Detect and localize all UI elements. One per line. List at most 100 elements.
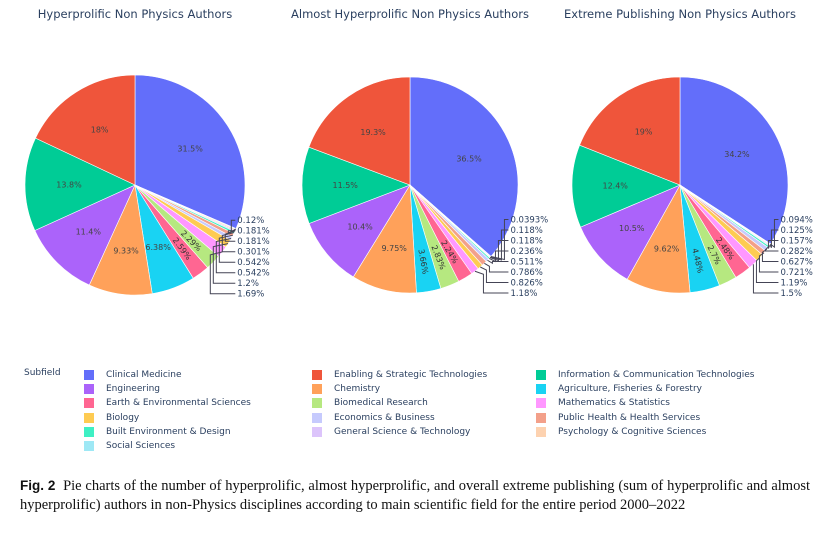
slice-label-outside: 0.236% xyxy=(510,247,542,257)
legend-swatch xyxy=(312,384,322,395)
slice-label: 9.75% xyxy=(381,244,407,253)
slice-label: 34.2% xyxy=(724,150,750,159)
pie-slice xyxy=(134,74,246,229)
leader-line xyxy=(218,234,236,263)
slice-label-outside: 0.826% xyxy=(510,279,542,289)
slice-label: 31.5% xyxy=(177,145,203,154)
slice-label-outside: 1.69% xyxy=(237,290,264,300)
slice-label: 6.38% xyxy=(145,243,171,252)
slice-label: 10.5% xyxy=(619,224,645,233)
legend-item[interactable]: Clinical Medicine xyxy=(84,368,182,382)
legend-item[interactable]: Social Sciences xyxy=(84,439,175,453)
legend-swatch xyxy=(84,398,94,409)
slice-label-outside: 0.157% xyxy=(780,237,812,247)
legend-item[interactable]: Information & Communication Technologies xyxy=(536,368,754,382)
pie-slice xyxy=(24,137,136,231)
pie-slice xyxy=(571,144,681,228)
leader-line xyxy=(490,229,509,261)
legend-label: Agriculture, Fisheries & Forestry xyxy=(558,384,702,395)
legend-label: Social Sciences xyxy=(106,441,176,451)
pie-slice xyxy=(34,184,136,286)
legend-item[interactable]: Enabling & Strategic Technologies xyxy=(312,368,487,382)
leader-line xyxy=(761,248,779,263)
leader-line xyxy=(770,219,779,249)
slice-label: 9.33% xyxy=(113,246,139,255)
legend-label: Built Environment & Design xyxy=(106,426,231,437)
leader-line xyxy=(490,219,509,261)
leader-line xyxy=(755,257,779,284)
chart-title: Extreme Publishing Non Physics Authors xyxy=(564,7,796,21)
slice-label-outside: 0.118% xyxy=(510,226,542,236)
slice-label-outside: 0.542% xyxy=(237,269,269,279)
pie-chart-2: Almost Hyperprolific Non Physics Authors… xyxy=(291,7,548,299)
pie-slice xyxy=(679,76,789,245)
legend-swatch xyxy=(84,441,94,451)
legend-item[interactable]: Biomedical Research xyxy=(312,396,428,410)
pie-slice xyxy=(35,74,136,186)
legend-label: Economics & Business xyxy=(334,412,435,423)
slice-label: 19% xyxy=(635,127,653,136)
slice-label-outside: 0.12% xyxy=(237,216,264,226)
legend-item[interactable]: Chemistry xyxy=(312,382,380,396)
legend-swatch xyxy=(84,412,94,423)
slice-label: 19.3% xyxy=(360,128,386,137)
legend-swatch xyxy=(84,370,94,380)
chart-title: Almost Hyperprolific Non Physics Authors xyxy=(291,7,529,21)
legend-label: Clinical Medicine xyxy=(106,370,182,380)
slice-label: 36.5% xyxy=(456,154,482,163)
legend-item[interactable]: Engineering xyxy=(84,382,160,396)
legend-label: Biology xyxy=(106,412,140,423)
legend-item[interactable]: Earth & Environmental Sciences xyxy=(84,396,251,410)
legend-label: Public Health & Health Services xyxy=(558,412,701,423)
legend-label: General Science & Technology xyxy=(334,426,471,437)
legend-swatch xyxy=(312,398,322,409)
slice-label: 10.4% xyxy=(347,222,373,231)
slice-label-outside: 0.181% xyxy=(237,227,269,237)
legend-swatch xyxy=(84,426,94,437)
slice-label-outside: 0.542% xyxy=(237,258,269,268)
legend-item[interactable]: Public Health & Health Services xyxy=(536,411,700,425)
legend-swatch xyxy=(536,384,546,395)
legend-item[interactable]: Psychology & Cognitive Sciences xyxy=(536,425,706,439)
pie-slice xyxy=(301,146,411,224)
leader-line xyxy=(474,270,509,294)
legend-swatch xyxy=(312,412,322,423)
legend-item[interactable]: Agriculture, Fisheries & Forestry xyxy=(536,382,702,396)
slice-label-outside: 0.282% xyxy=(780,247,812,257)
legend-swatch xyxy=(536,412,546,423)
slice-label-outside: 1.19% xyxy=(780,279,807,289)
legend-label: Engineering xyxy=(106,384,160,395)
pie-charts: Hyperprolific Non Physics Authors31.5%2.… xyxy=(24,7,813,300)
slice-label-outside: 1.18% xyxy=(510,289,537,299)
leader-line xyxy=(212,243,236,284)
legend-swatch xyxy=(536,370,546,380)
slice-label: 13.8% xyxy=(56,181,82,190)
legend-item[interactable]: Mathematics & Statistics xyxy=(536,396,670,410)
pie-chart-3: Extreme Publishing Non Physics Authors 34… xyxy=(564,7,813,299)
legend-title: Subfield xyxy=(24,368,61,378)
leader-line xyxy=(487,259,509,265)
legend-label: Earth & Environmental Sciences xyxy=(106,398,251,409)
legend-item[interactable]: Built Environment & Design xyxy=(84,425,231,439)
legend-item[interactable]: Economics & Business xyxy=(312,411,435,425)
slice-label: 3.66% xyxy=(416,248,429,275)
legend-label: Psychology & Cognitive Sciences xyxy=(558,426,707,437)
leader-line xyxy=(489,240,509,262)
leader-line xyxy=(484,262,509,273)
legend-swatch xyxy=(536,398,546,409)
legend-label: Enabling & Strategic Technologies xyxy=(334,370,488,380)
legend-swatch xyxy=(84,384,94,395)
leader-line xyxy=(209,251,236,295)
leader-line xyxy=(227,229,236,234)
slice-label-outside: 0.0393% xyxy=(510,216,548,226)
leader-line xyxy=(767,240,779,249)
legend-swatch xyxy=(312,370,322,380)
legend-item[interactable]: Biology xyxy=(84,411,139,425)
pie-slice xyxy=(409,76,519,257)
leader-line xyxy=(752,264,779,294)
slice-label-outside: 0.721% xyxy=(780,268,812,278)
legend-label: Biomedical Research xyxy=(334,398,428,409)
legend-item[interactable]: General Science & Technology xyxy=(312,425,470,439)
figure-caption: Fig. 2 Pie charts of the number of hyper… xyxy=(20,476,810,515)
